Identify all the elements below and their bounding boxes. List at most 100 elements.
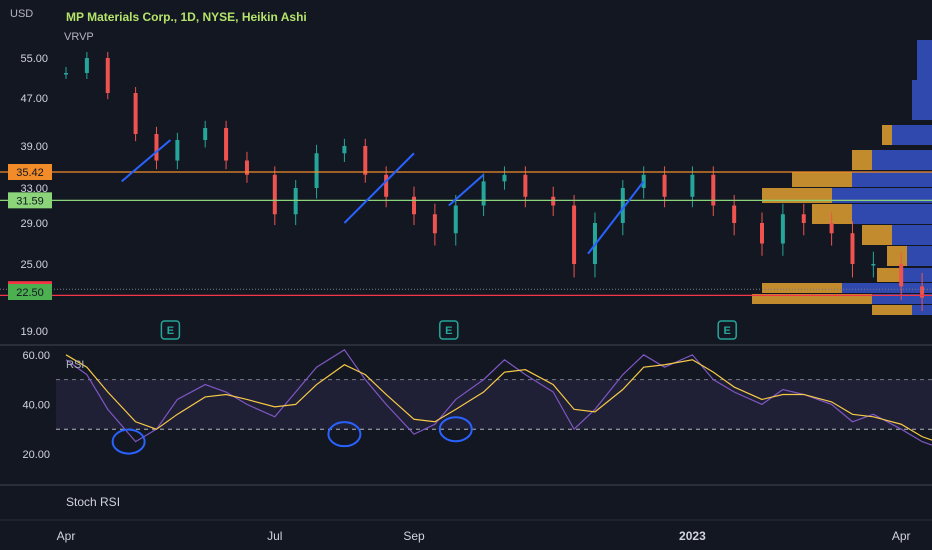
volume-profile-bar — [852, 150, 872, 170]
trend-drawings — [121, 139, 645, 255]
price-tick-label: 25.00 — [20, 259, 48, 271]
candle-body — [481, 181, 486, 206]
price-series — [64, 52, 925, 311]
earnings-letter: E — [167, 325, 174, 337]
earnings-markers: EEEEEE — [160, 320, 737, 340]
candle-body — [453, 205, 458, 234]
price-badge — [8, 192, 52, 209]
volume-profile — [752, 40, 932, 315]
stoch-rsi-label: Stoch RSI — [66, 495, 120, 509]
time-tick-label: Jul — [267, 529, 282, 543]
volume-profile-bar — [872, 305, 912, 315]
candle-body — [363, 146, 368, 175]
volume-profile-bar — [877, 268, 902, 282]
time-tick-label: Sep — [403, 529, 425, 543]
rsi-tick-label: 60.00 — [22, 350, 50, 362]
earnings-icon — [160, 320, 181, 340]
candle-body — [920, 286, 925, 298]
price-badge — [8, 164, 52, 180]
volume-profile-bar — [792, 172, 852, 187]
candle-body — [244, 160, 249, 175]
volume-profile-bar — [842, 283, 932, 293]
earnings-icon — [717, 320, 737, 340]
candle-body — [203, 128, 208, 140]
candle-body — [801, 214, 806, 223]
candle-body — [523, 174, 528, 197]
volume-profile-bar — [887, 246, 907, 266]
volume-profile-bar — [902, 268, 932, 282]
horizontal-levels — [0, 171, 932, 296]
candle-body — [711, 174, 716, 206]
candle-body — [133, 93, 138, 134]
volume-profile-bar — [852, 172, 932, 187]
candle-body — [690, 174, 695, 197]
rsi-line — [65, 349, 932, 446]
candle-body — [871, 264, 876, 266]
candle-body — [780, 214, 785, 244]
rsi-circle-marker — [327, 421, 362, 448]
candle-body — [502, 174, 507, 182]
volume-profile-bar — [752, 294, 872, 304]
candle-body — [432, 214, 437, 234]
time-tick-label: Apr — [57, 529, 76, 543]
rsi-circle-marker — [111, 428, 146, 455]
earnings-letter: E — [724, 325, 731, 337]
candle-body — [154, 134, 159, 161]
candle-body — [412, 196, 416, 215]
candle-body — [272, 174, 277, 215]
axes: 55.00 47.00 39.00 33.00 29.00 25.00 22.50 19.00… — [0, 53, 932, 543]
rsi-pane: 60.00 40.00 20.00 — [22, 349, 932, 461]
candle-body — [899, 264, 904, 287]
trend-line — [448, 174, 485, 207]
volume-profile-bar — [762, 283, 842, 293]
candle-body — [342, 146, 347, 154]
volume-profile-bar — [762, 188, 832, 203]
price-tick-label: 29.00 — [20, 218, 48, 230]
candle-body — [850, 233, 855, 264]
price-badge-label: 31.59 — [16, 195, 44, 207]
chart-title: MP Materials Corp., 1D, NYSE, Heikin Ash… — [66, 10, 307, 24]
time-tick-label: 2023 — [679, 529, 706, 543]
vrvp-label: VRVP — [64, 31, 94, 43]
rsi-band — [56, 379, 932, 430]
time-tick-label: Apr — [892, 529, 911, 543]
earnings-letter: E — [445, 325, 452, 337]
candle-body — [760, 223, 764, 244]
volume-profile-bar — [832, 188, 932, 203]
rsi-tick-label: 20.00 — [22, 449, 50, 461]
candle-body — [551, 196, 556, 206]
rsi-label: RSI — [66, 359, 84, 371]
volume-profile-bar — [872, 294, 932, 304]
volume-profile-bar — [852, 204, 932, 224]
price-tick-label: 39.00 — [20, 141, 48, 153]
candle-body — [732, 205, 737, 223]
candle-body — [84, 58, 89, 73]
price-tick-label: 19.00 — [20, 326, 48, 338]
candle-body — [64, 73, 68, 75]
rsi-tick-label: 40.00 — [22, 399, 50, 411]
volume-profile-bar — [892, 225, 932, 245]
volume-profile-bar — [882, 125, 892, 145]
price-tick-label: 33.00 — [20, 183, 48, 195]
candle-body — [105, 58, 110, 93]
trend-line — [121, 139, 172, 183]
price-tick-label: 55.00 — [20, 53, 48, 65]
candle-body — [829, 223, 834, 234]
price-badge-label: 35.42 — [16, 167, 44, 179]
volume-profile-bar — [862, 225, 892, 245]
volume-profile-bar — [917, 40, 932, 80]
volume-profile-bar — [907, 246, 932, 266]
candle-body — [572, 205, 577, 264]
price-badge — [8, 284, 52, 300]
candle-body — [175, 140, 180, 161]
candle-body — [662, 174, 667, 197]
trend-line — [343, 152, 415, 224]
candle-body — [620, 188, 625, 223]
candle-body — [314, 153, 319, 188]
rsi-ma-line — [65, 354, 932, 441]
price-tick-label: 47.00 — [20, 93, 48, 105]
earnings-icon — [439, 320, 459, 340]
rsi-circle-marker — [438, 416, 473, 443]
